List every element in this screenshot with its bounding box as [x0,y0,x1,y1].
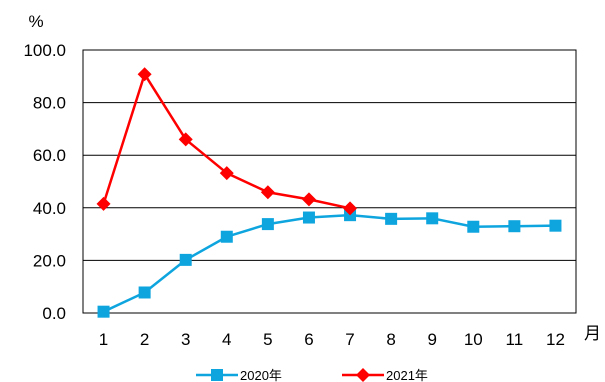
data-point [220,230,233,243]
plot-area-frame [82,49,577,314]
data-point [467,220,480,233]
x-tick-label: 3 [181,330,190,349]
x-tick-label: 5 [263,330,272,349]
series-2 [96,67,358,216]
legend-label: 2021年 [386,368,428,382]
y-tick-label: 40.0 [33,199,66,218]
data-point [508,220,521,233]
data-point [97,305,110,318]
x-tick-label: 9 [427,330,436,349]
x-tick-label: 8 [386,330,395,349]
data-point [302,211,315,224]
x-tick-label: 12 [546,330,565,349]
legend-label: 2020年 [240,368,282,382]
data-point [96,196,111,211]
y-tick-label: 80.0 [33,94,66,113]
data-point [385,212,398,225]
x-tick-label: 11 [506,330,524,349]
series-layer [96,67,562,318]
series-line [102,72,351,210]
data-point [260,185,275,200]
series-1 [97,209,562,318]
x-tick-label: 10 [464,330,483,349]
data-point [137,67,152,82]
y-tick-label: 100.0 [23,41,66,60]
y-axis-ticks: 0.0 20.0 40.0 60.0 80.0 100.0 [23,41,66,323]
data-point [301,192,316,207]
y-tick-label: 20.0 [33,251,66,270]
x-tick-label: 6 [304,330,313,349]
data-point [426,212,439,225]
data-point [343,201,358,216]
gridlines [83,102,576,261]
x-axis-ticks: 1 2 3 4 5 6 7 8 9 10 11 12 [99,330,565,349]
legend: 2020年 2021年 [196,368,428,382]
series-line [103,213,556,313]
legend-marker [356,368,370,382]
x-tick-label: 7 [345,330,354,349]
legend-entry: 2021年 [342,368,428,382]
y-axis-unit-label: % [28,12,43,31]
y-tick-label: 60.0 [33,146,66,165]
x-tick-label: 1 [99,330,108,349]
data-point [179,253,192,266]
x-tick-label: 2 [140,330,149,349]
x-axis-unit-label: 月 [584,324,601,343]
data-point [549,219,562,232]
y-tick-label: 0.0 [42,304,66,323]
x-tick-label: 4 [222,330,231,349]
data-point [178,132,193,147]
data-point [138,286,151,299]
data-point [219,166,234,181]
data-point [261,218,274,231]
legend-marker [211,369,223,381]
legend-entry: 2020年 [196,368,282,382]
